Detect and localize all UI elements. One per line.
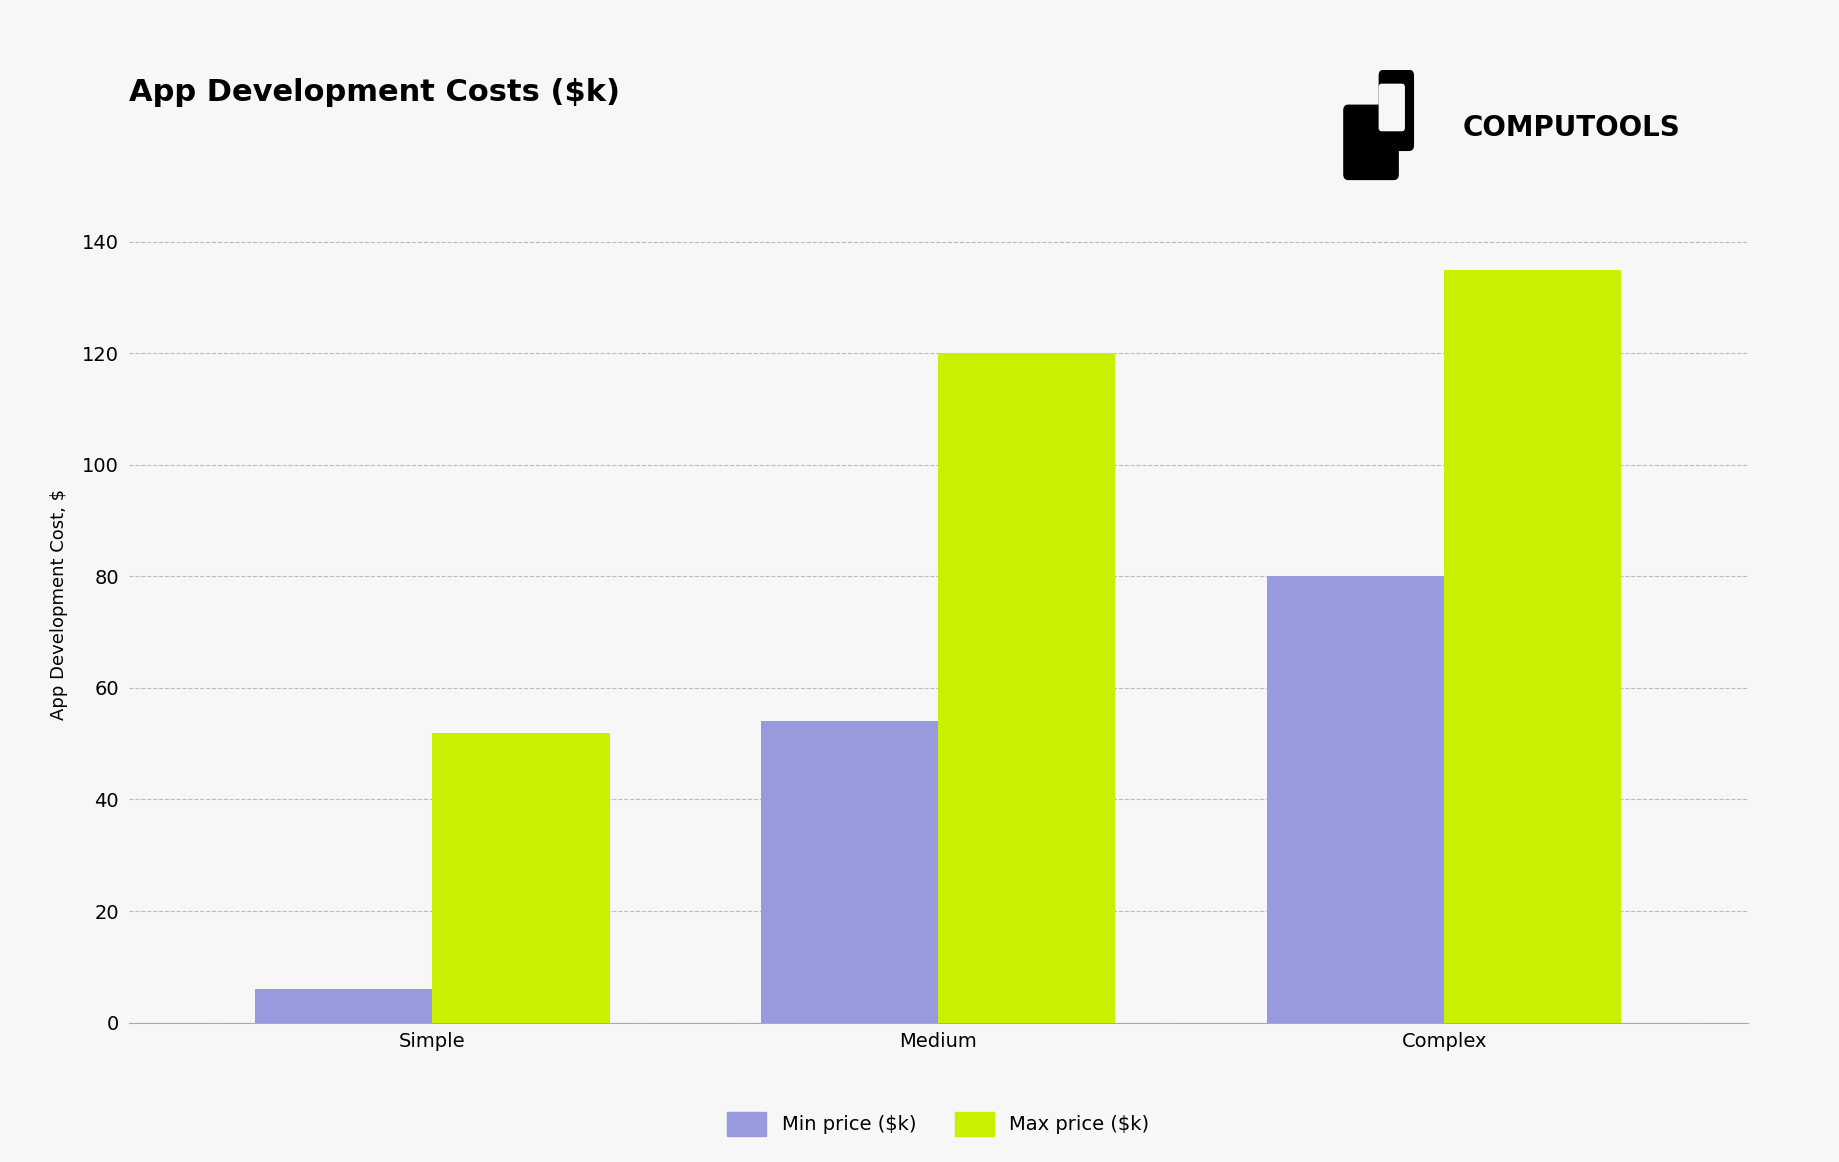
FancyBboxPatch shape — [1377, 84, 1405, 131]
FancyBboxPatch shape — [1377, 70, 1414, 151]
FancyBboxPatch shape — [1342, 105, 1398, 180]
Bar — [256, 989, 432, 1023]
Bar — [761, 722, 938, 1023]
Text: App Development Costs ($k): App Development Costs ($k) — [129, 79, 620, 107]
Bar — [1267, 576, 1444, 1023]
Bar — [1444, 270, 1620, 1023]
Legend: Min price ($k), Max price ($k): Min price ($k), Max price ($k) — [708, 1092, 1168, 1155]
Text: COMPUTOOLS: COMPUTOOLS — [1462, 114, 1679, 142]
Bar — [432, 732, 609, 1023]
Y-axis label: App Development Cost, $: App Development Cost, $ — [50, 489, 68, 719]
Bar — [938, 353, 1114, 1023]
